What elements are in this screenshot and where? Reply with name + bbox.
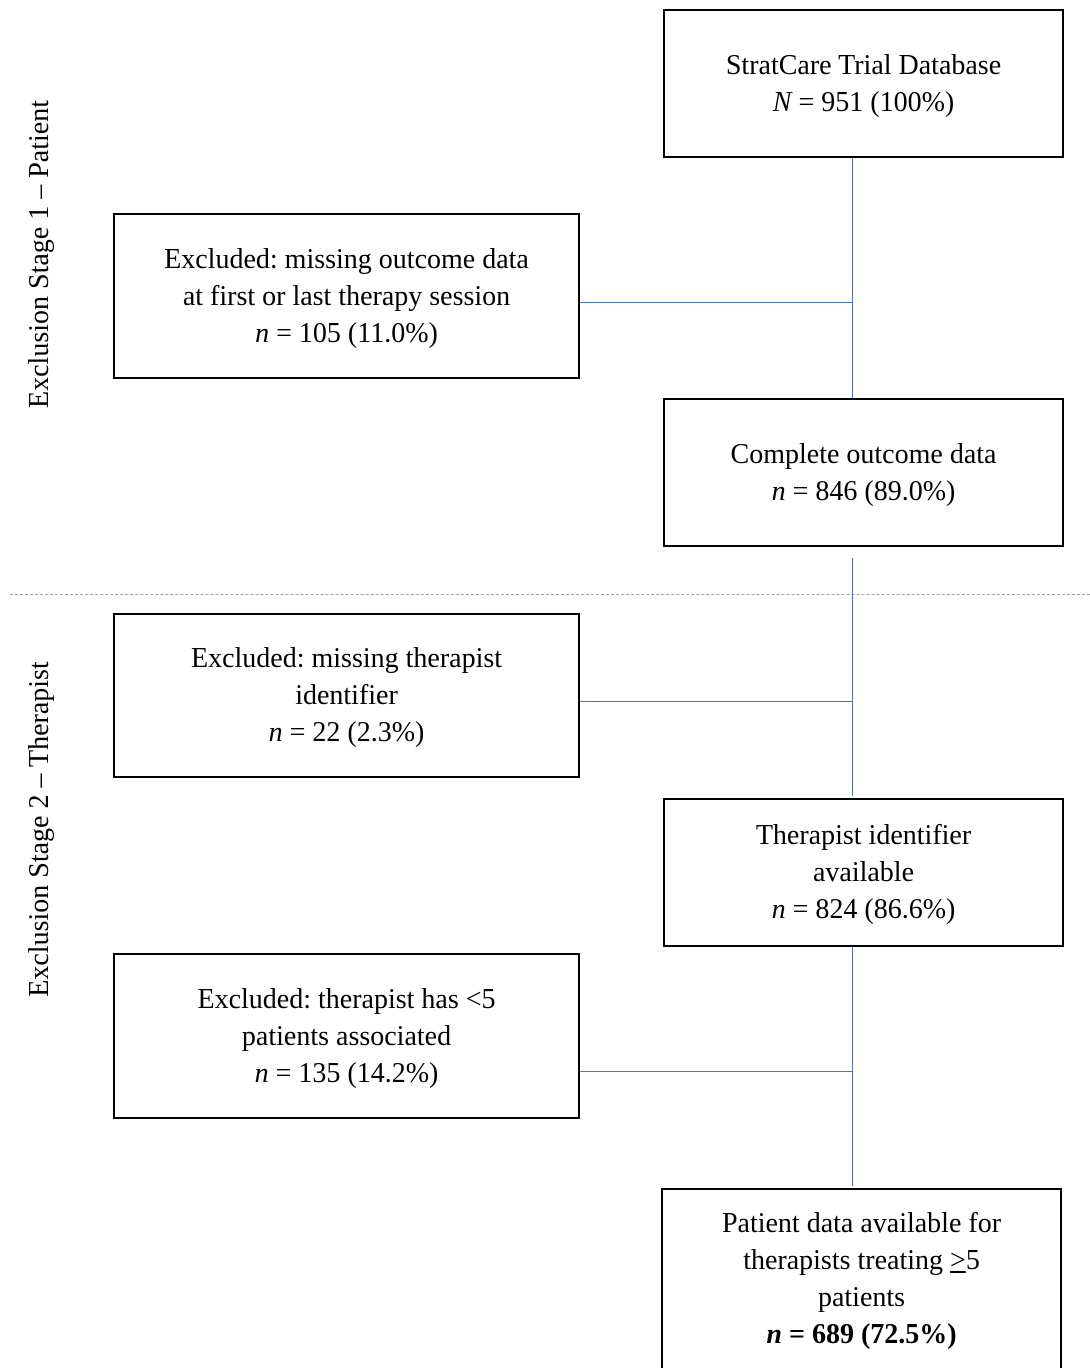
excluded-outcome-line1: Excluded: missing outcome data: [164, 243, 529, 275]
database-title: StratCare Trial Database: [725, 49, 1002, 81]
final-sample-line2: therapists treating >5: [743, 1245, 980, 1276]
final-sample-line3: patients: [817, 1282, 906, 1313]
stage-2-label: Exclusion Stage 2 – Therapist: [24, 661, 55, 997]
excluded-few-patients-line1: Excluded: therapist has <5: [197, 983, 496, 1015]
excluded-few-patients-count: n = 135 (14.2%): [254, 1057, 439, 1089]
connector-main-1: [852, 157, 853, 399]
connector-excluded-therapist-id: [579, 701, 852, 702]
excluded-few-patients-line2: patients associated: [241, 1020, 452, 1052]
stage-1-label: Exclusion Stage 1 – Patient: [24, 100, 55, 408]
therapist-id-available-line1: Therapist identifier: [755, 820, 972, 851]
complete-outcome-title: Complete outcome data: [730, 438, 997, 470]
final-sample-count: n = 689 (72.5%): [766, 1319, 957, 1350]
database-box: StratCare Trial Database N = 951 (100%): [663, 9, 1064, 158]
excluded-therapist-id-line2: identifier: [295, 680, 398, 711]
connector-main-2: [852, 558, 853, 796]
final-sample-line1: Patient data available for: [721, 1208, 1002, 1239]
excluded-few-patients-box: Excluded: therapist has <5 patients asso…: [113, 953, 580, 1119]
excluded-therapist-id-box: Excluded: missing therapist identifier n…: [113, 613, 580, 778]
connector-main-3: [852, 946, 853, 1186]
excluded-outcome-box: Excluded: missing outcome data at first …: [113, 213, 580, 379]
therapist-id-available-box: Therapist identifier available n = 824 (…: [663, 798, 1064, 947]
excluded-outcome-count: n = 105 (11.0%): [255, 317, 438, 349]
therapist-id-available-count: n = 824 (86.6%): [771, 894, 956, 925]
final-sample-box: Patient data available for therapists tr…: [661, 1188, 1062, 1368]
therapist-id-available-line2: available: [812, 857, 915, 888]
complete-outcome-box: Complete outcome data n = 846 (89.0%): [663, 398, 1064, 547]
excluded-outcome-line2: at first or last therapy session: [182, 280, 511, 312]
connector-excluded-few-patients: [579, 1071, 852, 1072]
connector-excluded-outcome: [579, 302, 852, 303]
database-count: N = 951 (100%): [772, 86, 955, 118]
complete-outcome-count: n = 846 (89.0%): [771, 475, 956, 507]
excluded-therapist-id-count: n = 22 (2.3%): [268, 717, 425, 748]
excluded-therapist-id-line1: Excluded: missing therapist: [190, 643, 503, 674]
stage-divider: [10, 594, 1090, 595]
